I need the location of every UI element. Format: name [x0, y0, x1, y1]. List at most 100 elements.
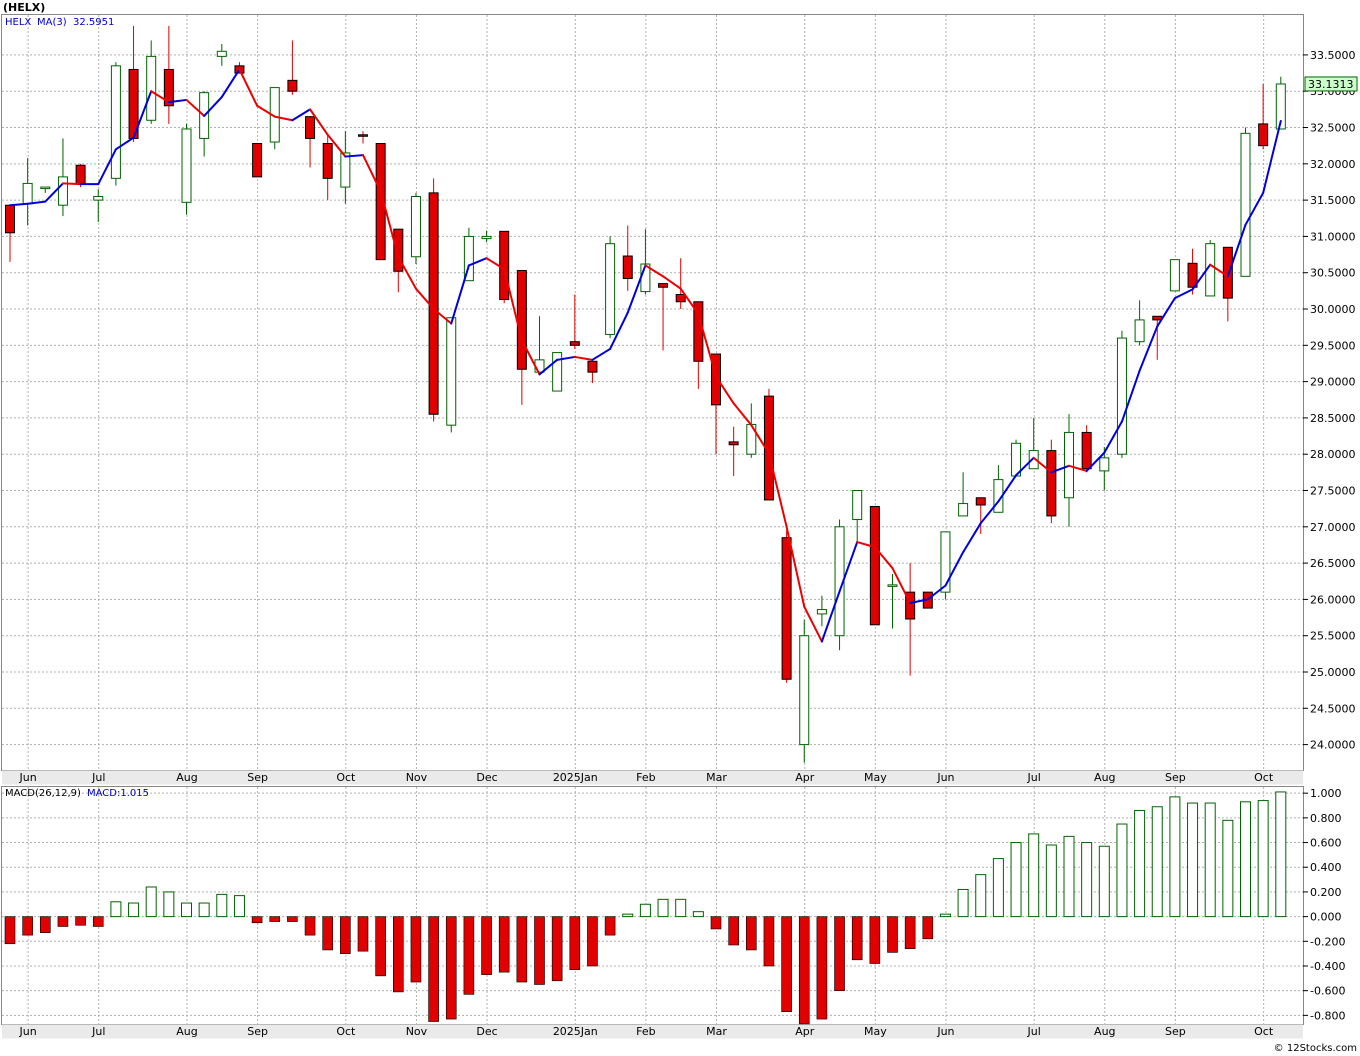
candle-body [393, 228, 404, 272]
macd-y-tick-labels: -0.800 -0.600 -0.400 -0.200 0.000 0.200 0.400 0… [1303, 787, 1345, 1022]
macd-bar [445, 916, 457, 1020]
date-tick-label: Mar [706, 1025, 727, 1038]
macd-bar [887, 916, 898, 953]
ma3-segment [556, 355, 576, 361]
candle-body [252, 142, 263, 178]
candle-body [1169, 259, 1180, 292]
price-y-tick-label: 27.0000 [1310, 521, 1356, 534]
macd-bar [957, 888, 969, 918]
candle-body [711, 353, 721, 406]
ma3-segment [1209, 263, 1229, 278]
candle-body [1099, 457, 1110, 472]
candle [269, 87, 280, 150]
macd-bar [728, 916, 739, 946]
date-tick-labels: Jun Jun Jul Jul Aug Aug Sep Sep Oct Oct Nov Nov Dec D… [19, 771, 1274, 1038]
legend-macd-label: MACD(26,12,9) [5, 788, 81, 799]
candle [940, 531, 951, 600]
candle-body [287, 79, 298, 92]
date-tick-label: Dec [476, 1025, 497, 1038]
candle-body [852, 490, 863, 521]
macd-bar [1028, 833, 1040, 918]
macd-bar [798, 916, 810, 1025]
candle [816, 595, 827, 627]
candle-body [40, 186, 51, 190]
macd-bar [834, 916, 845, 991]
candle [1258, 83, 1269, 150]
ma3-segment [626, 264, 647, 314]
candle [252, 142, 263, 178]
macd-bar [92, 916, 104, 927]
ma3-segment [61, 182, 82, 186]
date-tick-label: Nov [406, 771, 428, 784]
candle-body [410, 195, 421, 258]
candle-body [799, 635, 810, 746]
last-price-tag-box [1304, 76, 1358, 92]
candle-body [958, 503, 969, 517]
candle-body [622, 255, 633, 280]
candle [1028, 417, 1039, 470]
candle-body [816, 609, 827, 615]
price-y-tick-label: 32.5000 [1310, 122, 1356, 135]
ma3-segment [767, 452, 788, 528]
ma3-segment [1156, 297, 1176, 328]
candle [763, 388, 774, 501]
ma3-segment [238, 68, 259, 107]
ma3-segment [520, 339, 541, 376]
ma3-segment [944, 551, 965, 587]
date-tick-label: Aug [176, 771, 197, 784]
candle-body [358, 134, 368, 137]
ma3-segment [432, 308, 453, 325]
last-price-tag: 33.1313 [1308, 78, 1354, 91]
ma3-segment [573, 355, 594, 361]
candle [163, 25, 174, 124]
macd-bar [145, 886, 157, 918]
price-y-tick-label: 25.5000 [1310, 630, 1356, 643]
candle [481, 230, 492, 243]
ma3-segment [644, 264, 665, 278]
ma3-segment [820, 590, 841, 643]
macd-bar [1169, 796, 1181, 918]
price-y-tick-label: 25.0000 [1310, 666, 1356, 679]
candle [1011, 439, 1022, 477]
candle-body [940, 531, 951, 593]
ma3-segment [256, 104, 276, 118]
candle [446, 317, 457, 433]
ma3-segment [873, 546, 894, 570]
candle [110, 62, 121, 186]
macd-bar [781, 916, 792, 1012]
ma3-segment [662, 275, 682, 290]
macd-bar [181, 902, 192, 918]
date-tick-label: 2025Jan [553, 771, 598, 784]
candle [1169, 259, 1180, 292]
ma3-segment [785, 525, 806, 608]
macd-bar [516, 916, 528, 983]
macd-bar [4, 916, 16, 945]
candle [958, 472, 969, 517]
ma3-segment [591, 347, 612, 361]
price-y-tick-label: 29.5000 [1310, 339, 1356, 352]
macd-bar [1045, 844, 1057, 918]
macd-bar [1204, 802, 1216, 918]
macd-bar [22, 916, 33, 936]
date-tick-label: Sep [247, 1025, 268, 1038]
candle [905, 563, 916, 676]
macd-bar [498, 916, 510, 973]
ma3-segment [26, 200, 47, 205]
macd-y-tick-label: 0.800 [1310, 812, 1342, 825]
date-tick-label: Dec [476, 771, 497, 784]
price-y-tick-label: 30.5000 [1310, 267, 1356, 280]
price-y-tick-label: 26.5000 [1310, 557, 1356, 570]
ma3-segment [538, 358, 559, 376]
ma3-segment [909, 598, 929, 605]
date-tick-label: Oct [1254, 771, 1274, 784]
ma3-segment [1103, 420, 1123, 454]
candle [305, 116, 316, 168]
candle-body [340, 152, 351, 188]
candle [57, 138, 68, 217]
price-y-tick-label: 31.0000 [1310, 230, 1356, 243]
macd-bar [534, 916, 545, 985]
ma3-segment [450, 264, 470, 325]
ma3-segment [1226, 223, 1247, 278]
macd-bar [340, 916, 351, 954]
macd-bar [304, 916, 316, 936]
